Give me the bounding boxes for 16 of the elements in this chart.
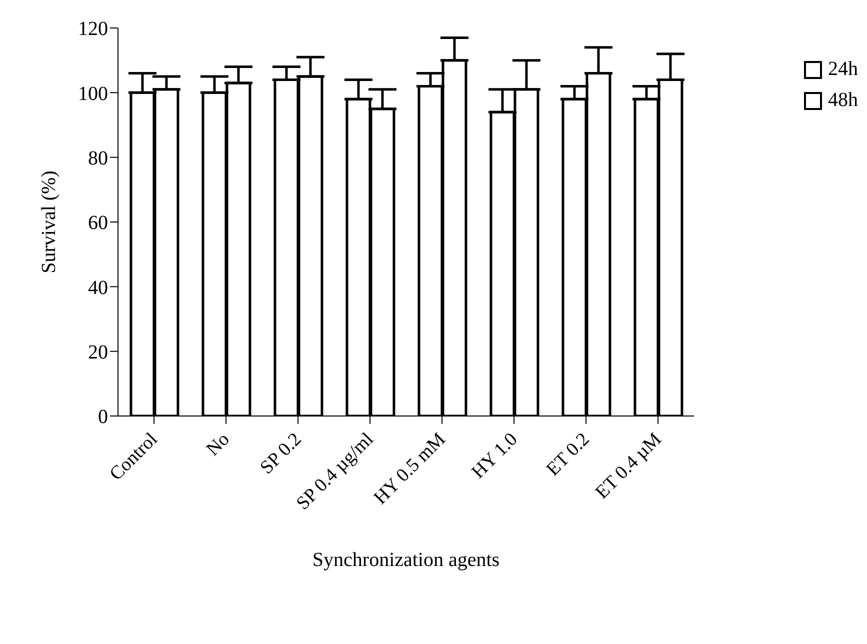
y-tick-label: 40 — [88, 276, 108, 299]
x-tick-label: SP 0.2 — [256, 428, 306, 478]
y-tick-label: 100 — [78, 82, 108, 105]
legend-label: 48h — [828, 89, 858, 112]
x-tick-label: ET 0.4 µM — [592, 428, 666, 504]
y-tick-label: 20 — [88, 341, 108, 364]
y-tick-label: 120 — [78, 18, 108, 40]
x-axis-title: Synchronization agents — [312, 549, 500, 571]
x-tick-label: ET 0.2 — [542, 428, 594, 480]
legend-label: 24h — [828, 58, 858, 81]
y-tick-label: 60 — [88, 212, 108, 234]
x-tick-label: No — [202, 428, 234, 460]
y-tick-label: 80 — [88, 147, 108, 170]
x-tick-label: HY 1.0 — [468, 428, 522, 483]
y-axis-title: Survival (%) — [38, 170, 60, 274]
y-tick-label: 0 — [98, 406, 108, 428]
